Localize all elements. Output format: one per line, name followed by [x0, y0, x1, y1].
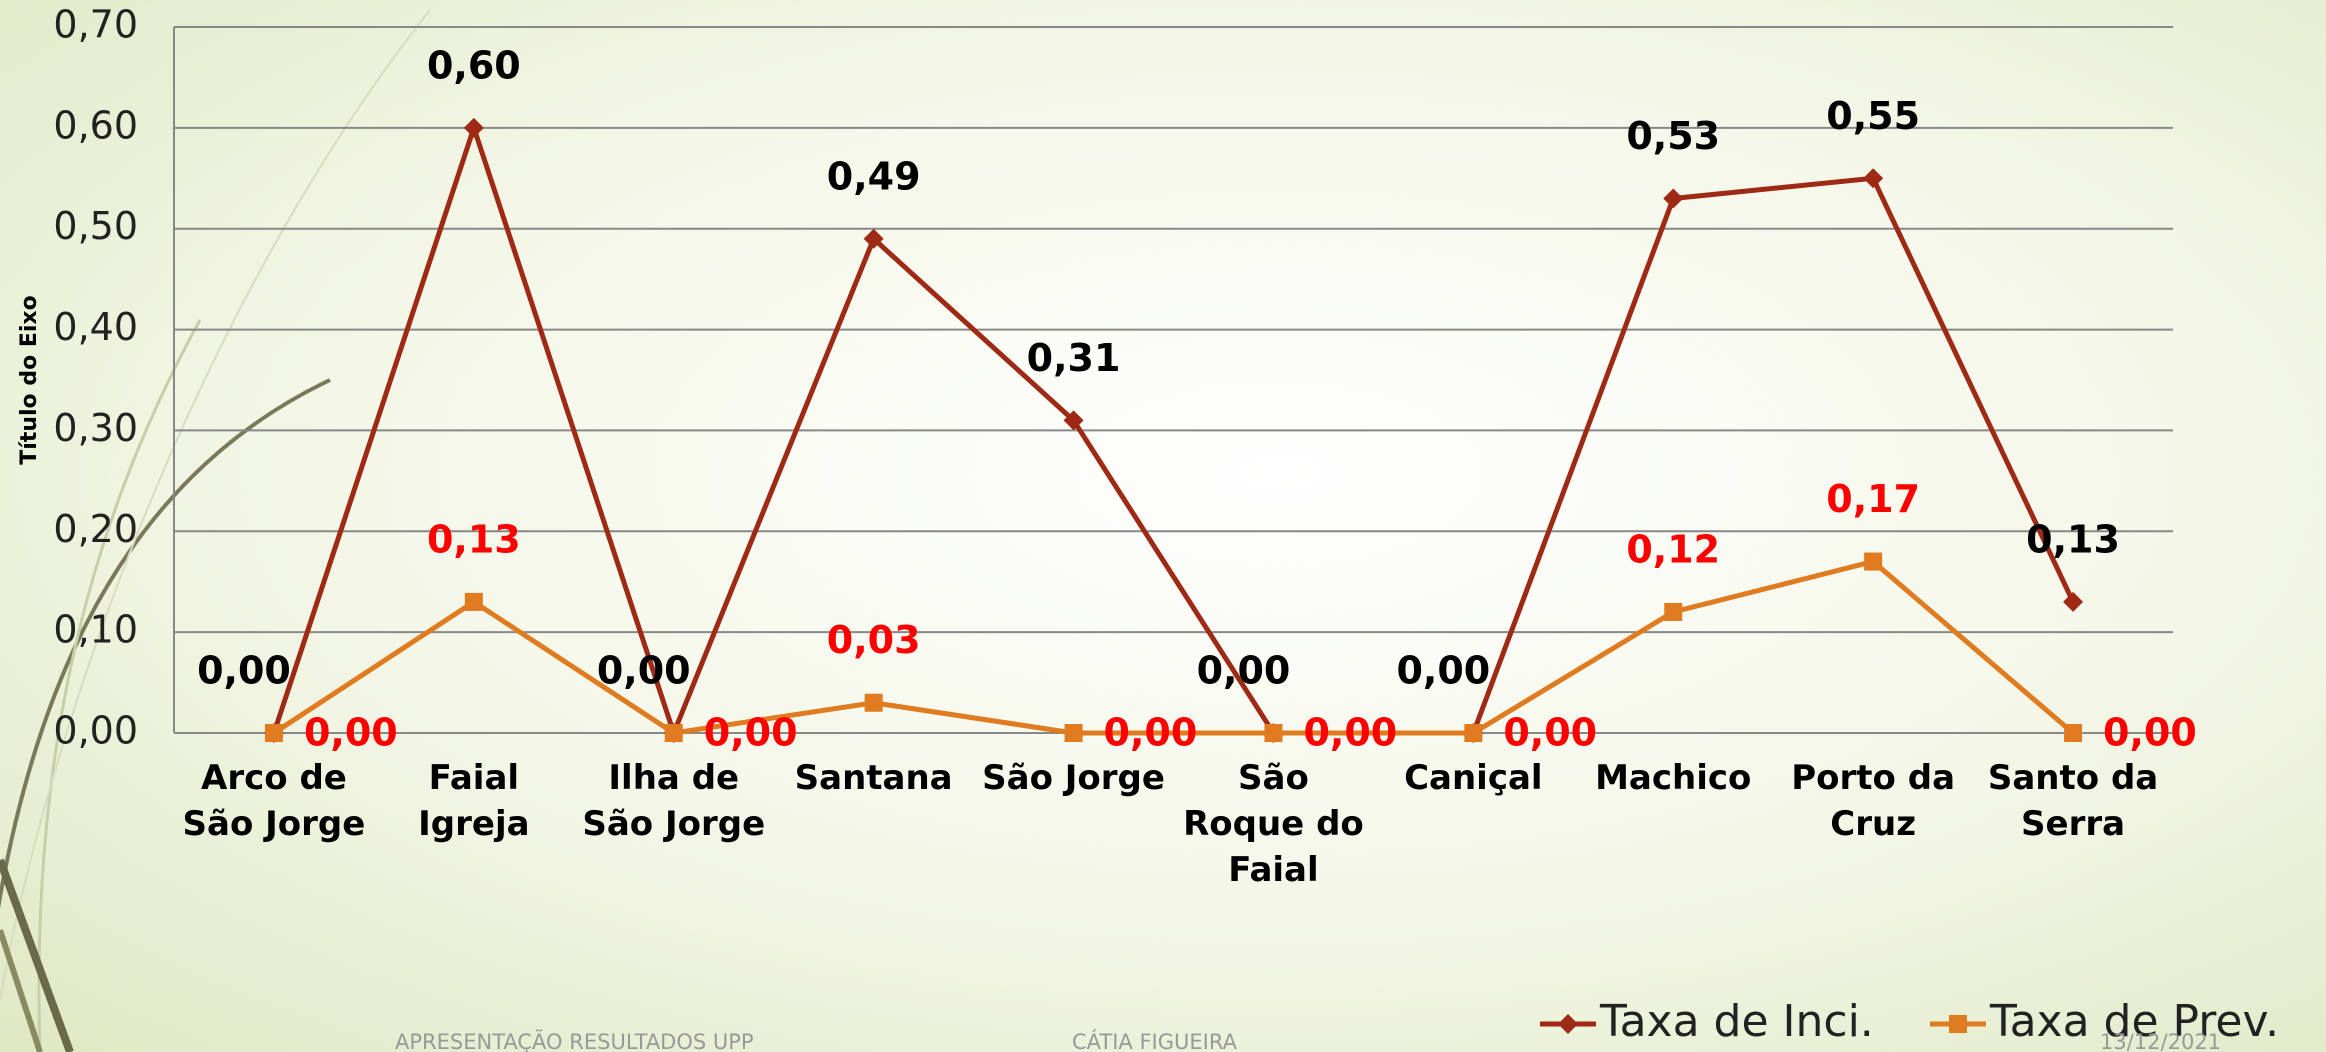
point	[464, 118, 484, 138]
x-tick-label: São Roque do Faial	[1173, 755, 1373, 893]
point	[1664, 603, 1682, 621]
y-tick-label: 0,20	[53, 507, 138, 551]
data-label: 0,00	[1396, 649, 1490, 693]
data-label: 0,00	[1104, 711, 1198, 755]
x-tick-label: Ilha de São Jorge	[574, 755, 774, 847]
y-tick-label: 0,40	[53, 305, 138, 349]
legend-label: Taxa de Inci.	[1599, 996, 1874, 1047]
data-label: 0,60	[427, 43, 521, 87]
point	[665, 724, 683, 742]
data-label: 0,00	[197, 649, 291, 693]
y-tick-label: 0,50	[53, 204, 138, 248]
footer-text: 13/12/2021	[2100, 1030, 2221, 1052]
y-tick-label: 0,30	[53, 406, 138, 450]
data-label: 0,00	[1503, 711, 1597, 755]
point	[265, 724, 283, 742]
y-tick-label: 0,00	[53, 709, 138, 753]
x-tick-label: Faial Igreja	[374, 755, 574, 847]
data-label: 0,55	[1826, 94, 1920, 138]
data-label: 0,00	[704, 711, 798, 755]
point	[2063, 592, 2083, 612]
data-label: 0,00	[304, 711, 398, 755]
x-tick-label: Santo da Serra	[1973, 755, 2173, 847]
data-label: 0,13	[427, 517, 521, 561]
x-tick-label: Porto da Cruz	[1773, 755, 1973, 847]
legend-item: Taxa de Inci.	[1540, 996, 1874, 1047]
data-label: 0,53	[1626, 114, 1720, 158]
point	[465, 593, 483, 611]
y-tick-label: 0,70	[53, 3, 138, 47]
data-label: 0,00	[1197, 649, 1291, 693]
page: Título do Eixo 0,00 0,10 0,20 0,30 0,40 0,50 0…	[0, 0, 2326, 1052]
footer-text: CÁTIA FIGUEIRA	[1072, 1030, 1237, 1052]
point	[1464, 724, 1482, 742]
point	[865, 694, 883, 712]
x-tick-label: Machico	[1573, 755, 1773, 801]
y-axis-title: Título do Eixo	[17, 295, 42, 464]
point	[1864, 553, 1882, 571]
x-tick-label: Arco de São Jorge	[174, 755, 374, 847]
data-label: 0,03	[827, 618, 921, 662]
legend-marker	[1949, 1015, 1967, 1033]
data-label: 0,00	[597, 649, 691, 693]
data-label: 0,17	[1826, 477, 1920, 521]
point	[1065, 724, 1083, 742]
series-line	[274, 562, 2073, 733]
point	[1863, 168, 1883, 188]
x-tick-label: Caniçal	[1373, 755, 1573, 801]
chart: Título do Eixo 0,00 0,10 0,20 0,30 0,40 0,50 0…	[0, 0, 2326, 1052]
footer-text: APRESENTAÇÃO RESULTADOS UPP	[395, 1030, 754, 1052]
data-label: 0,00	[2103, 711, 2197, 755]
x-tick-label: Santana	[774, 755, 974, 801]
point	[1264, 724, 1282, 742]
x-tick-label: São Jorge	[974, 755, 1174, 801]
legend-marker	[1558, 1014, 1578, 1034]
data-label: 0,49	[827, 154, 921, 198]
data-label: 0,12	[1626, 527, 1720, 571]
data-label: 0,31	[1027, 336, 1121, 380]
point	[1663, 188, 1683, 208]
data-label: 0,13	[2026, 517, 2120, 561]
data-label: 0,00	[1303, 711, 1397, 755]
y-tick-label: 0,60	[53, 103, 138, 147]
y-tick-label: 0,10	[53, 608, 138, 652]
point	[2064, 724, 2082, 742]
